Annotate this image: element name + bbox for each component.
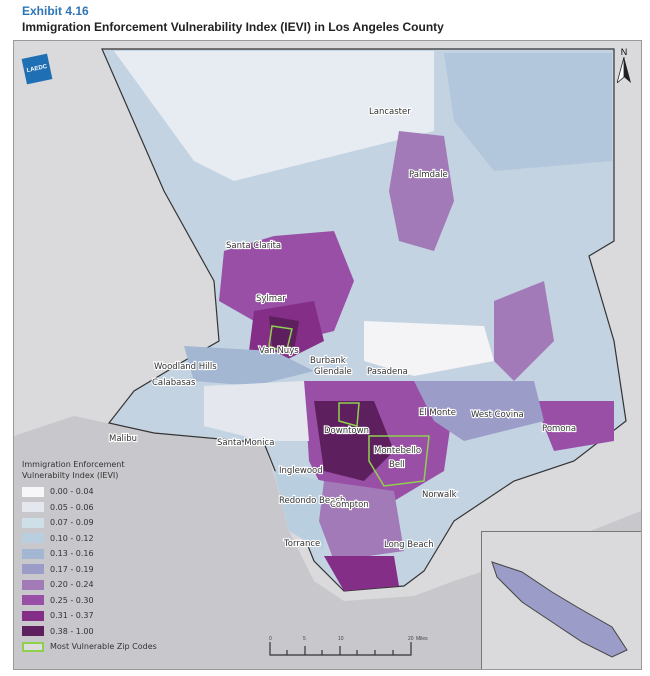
legend-label: 0.17 - 0.19 (50, 564, 94, 574)
legend-label: 0.10 - 0.12 (50, 533, 94, 543)
legend-swatch (22, 579, 44, 590)
legend-swatch (22, 548, 44, 559)
scale-tick: 10 (338, 636, 344, 642)
region-valley (184, 346, 314, 386)
place-label: West Covina (471, 410, 524, 420)
place-label: Van Nuys (259, 346, 299, 356)
exhibit-number: Exhibit 4.16 (22, 4, 89, 18)
legend-swatch (22, 502, 44, 513)
region-pomona (534, 401, 614, 451)
catalina-island (491, 561, 628, 658)
map-canvas: Lancaster Palmdale Santa Clarita Sylmar … (14, 48, 641, 669)
north-label: N (620, 47, 628, 57)
map[interactable]: Lancaster Palmdale Santa Clarita Sylmar … (13, 40, 642, 670)
place-label: Malibu (109, 434, 137, 444)
legend-swatch (22, 564, 44, 575)
legend-item: 0.17 - 0.19 (22, 562, 157, 578)
scale-tick: 0 (269, 636, 272, 642)
region-downtown (314, 401, 394, 481)
legend-swatch (22, 641, 44, 652)
place-label: Pasadena (367, 367, 408, 377)
legend-item: 0.20 - 0.24 (22, 577, 157, 593)
legend-item: 0.10 - 0.12 (22, 531, 157, 547)
legend-item-vulnerable: Most Vulnerable Zip Codes (22, 639, 157, 655)
vulnerable-zip-montebello (368, 435, 430, 487)
legend: Immigration Enforcement Vulnerabilty Ind… (22, 459, 157, 655)
legend-label: 0.25 - 0.30 (50, 595, 94, 605)
legend-item: 0.05 - 0.06 (22, 500, 157, 516)
region-south-bay (274, 471, 324, 551)
vulnerable-zip-vannuys (268, 325, 293, 355)
place-label: Long Beach (384, 540, 434, 550)
legend-item: 0.31 - 0.37 (22, 608, 157, 624)
laedc-logo: LAEDC (21, 53, 53, 85)
region-compton (319, 481, 404, 561)
legend-item: 0.00 - 0.04 (22, 484, 157, 500)
region-palmdale (389, 131, 454, 251)
place-label: Woodland Hills (154, 362, 217, 372)
region-vannuys (269, 316, 299, 351)
place-label: Inglewood (279, 466, 323, 476)
place-label: Redondo Beach (279, 496, 345, 506)
place-label: Compton (330, 500, 369, 510)
legend-item: 0.13 - 0.16 (22, 546, 157, 562)
place-label: Palmdale (409, 170, 448, 180)
legend-swatch (22, 610, 44, 621)
legend-swatch (22, 595, 44, 606)
region-northeast (444, 53, 612, 171)
place-label: Santa Monica (217, 438, 274, 448)
place-label: Calabasas (152, 378, 196, 388)
north-arrow-icon (616, 56, 631, 85)
legend-item: 0.07 - 0.09 (22, 515, 157, 531)
region-east-sgv (414, 381, 544, 441)
legend-label: 0.00 - 0.04 (50, 487, 94, 497)
place-label: El Monte (419, 408, 456, 418)
legend-swatch (22, 533, 44, 544)
place-label: Glendale (314, 367, 352, 377)
legend-label: 0.31 - 0.37 (50, 611, 94, 621)
logo-text: LAEDC (26, 63, 48, 75)
place-label: Santa Clarita (226, 241, 281, 251)
map-title: Immigration Enforcement Vulnerability In… (22, 20, 444, 34)
region-east-strip (494, 281, 554, 381)
place-label: Sylmar (256, 294, 286, 304)
legend-item: 0.38 - 1.00 (22, 624, 157, 640)
legend-swatch (22, 517, 44, 528)
place-label: Downtown (324, 426, 369, 436)
legend-label: 0.20 - 0.24 (50, 580, 94, 590)
place-label: Pomona (542, 424, 576, 434)
place-label: Torrance (283, 539, 320, 549)
region-north-light (114, 51, 434, 181)
region-westside (204, 381, 309, 441)
catalina-inset-map (481, 531, 641, 669)
legend-label: 0.38 - 1.00 (50, 626, 94, 636)
legend-swatch (22, 626, 44, 637)
legend-title: Immigration Enforcement Vulnerabilty Ind… (22, 460, 125, 480)
legend-label: 0.13 - 0.16 (50, 549, 94, 559)
place-label: Burbank (310, 356, 346, 366)
scale-unit: Miles (416, 636, 428, 642)
region-santa-clarita (219, 231, 354, 341)
scale-bar: 0 5 10 20 Miles (269, 636, 428, 656)
north-arrow: N (616, 47, 631, 85)
place-label: Norwalk (422, 490, 457, 500)
place-label: Lancaster (369, 107, 411, 117)
legend-label: 0.05 - 0.06 (50, 502, 94, 512)
legend-item: 0.25 - 0.30 (22, 593, 157, 609)
scale-tick: 5 (303, 636, 306, 642)
legend-label: Most Vulnerable Zip Codes (50, 642, 157, 652)
region-harbor (324, 556, 399, 591)
vulnerable-zip-downtown (338, 402, 360, 427)
place-label: Montebello (374, 446, 421, 456)
place-label: Bell (389, 460, 405, 470)
legend-label: 0.07 - 0.09 (50, 518, 94, 528)
region-white-mountains (364, 321, 494, 376)
scale-tick: 20 (408, 636, 414, 642)
legend-swatch (22, 486, 44, 497)
scale-ruler (269, 642, 412, 656)
